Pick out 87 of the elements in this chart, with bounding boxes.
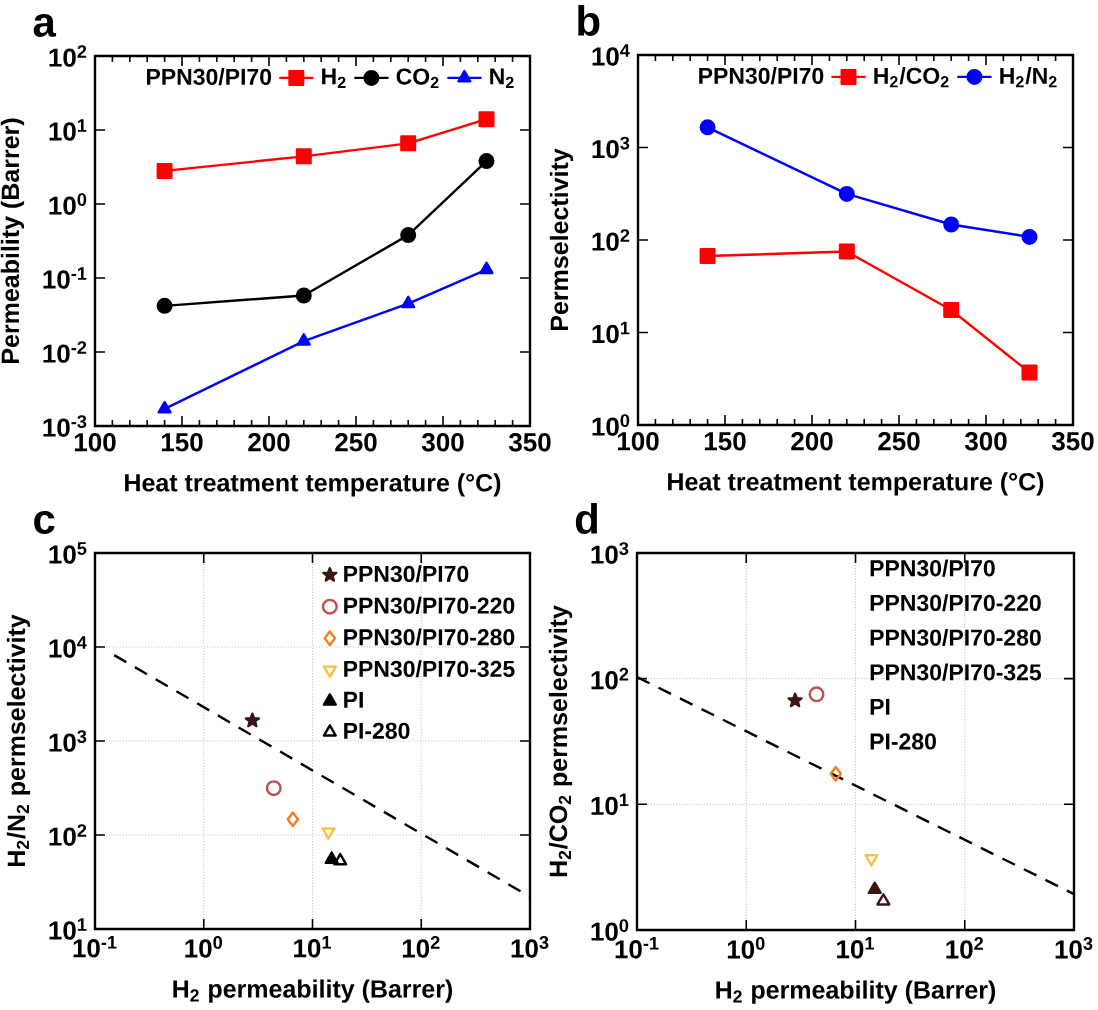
point: [479, 261, 494, 275]
point: [295, 287, 312, 304]
y-tick-label: 10$^{3}$: [592, 136, 630, 159]
y-tick-label: 10$^{2}$: [49, 45, 87, 67]
chart-title: a: [33, 13, 57, 37]
legend-label: PI-280: [344, 722, 410, 739]
y-tick-label: 10$^{3}$: [591, 542, 629, 564]
x-tick-label: 10$^{0}$: [185, 936, 223, 958]
legend-title: PPN30/PI70: [147, 68, 272, 86]
x-axis-title: Heat treatment temperature (°C): [668, 472, 1044, 496]
x-tick-label: 300: [964, 432, 1007, 451]
y-tick-label: 10$^{1}$: [49, 119, 87, 141]
legend-label: PPN30/PI70-220: [344, 596, 515, 614]
y-tick-label: 10$^{-1}$: [43, 267, 87, 289]
chart-title: c: [34, 510, 55, 534]
y-tick-label: 10$^{-2}$: [43, 341, 87, 363]
legend-label: PI: [344, 691, 363, 708]
x-tick-label: 10$^{2}$: [402, 936, 440, 958]
chart-title: b: [578, 5, 600, 36]
x-tick-label: 10$^{1}$: [837, 937, 874, 959]
legend-title: PPN30/PI70: [699, 67, 824, 85]
point: [838, 243, 855, 260]
annotation: PPN30/PI70-280: [870, 628, 1041, 647]
y-axis-title: H$_{2}$/CO$_{2}$ permselectivity: [548, 605, 573, 877]
annotation: PPN30/PI70-325: [870, 663, 1042, 681]
point: [156, 162, 173, 179]
legend-label: N$_{2}$: [490, 68, 514, 88]
point: [295, 148, 312, 165]
annotation: PI: [870, 698, 890, 715]
y-tick-label: 10$^{5}$: [49, 542, 87, 564]
x-tick-label: 200: [791, 432, 833, 451]
x-tick-label: 150: [704, 432, 746, 451]
y-tick-label: 10$^{1}$: [592, 321, 630, 344]
y-axis-title: Permeability (Barrer): [0, 118, 25, 363]
y-tick-label: 10$^{0}$: [591, 919, 629, 941]
chart-title: d: [575, 503, 598, 534]
point: [400, 227, 417, 244]
x-axis-title: Heat treatment temperature (°C): [125, 473, 501, 497]
legend-label: H$_{2}$: [322, 68, 346, 88]
point: [1021, 364, 1038, 381]
x-tick-label: 150: [161, 433, 203, 452]
x-tick-label: 10$^{3}$: [511, 936, 549, 958]
x-tick-label: 200: [248, 433, 290, 452]
x-axis-title: H$_{2}$ permeability (Barrer): [173, 979, 453, 1003]
y-axis-title: Permselectivity: [549, 148, 574, 331]
x-tick-label: 10$^{1}$: [294, 936, 331, 958]
x-tick-label: 10$^{2}$: [946, 937, 984, 959]
legend-label: H$_{2}$/N$_{2}$: [1000, 67, 1057, 88]
point: [943, 302, 960, 319]
x-tick-label: 10$^{3}$: [1055, 937, 1093, 959]
point: [157, 400, 172, 414]
y-tick-label: 10$^{4}$: [49, 636, 87, 658]
y-tick-label: 10$^{1}$: [49, 918, 87, 940]
point: [296, 333, 311, 346]
point: [401, 295, 416, 309]
x-tick-label: 350: [508, 433, 551, 452]
x-axis-title: H$_{2}$ permeability (Barrer): [716, 980, 996, 1004]
x-tick-label: 300: [421, 433, 464, 452]
point: [838, 185, 855, 202]
y-tick-label: 10$^{2}$: [591, 667, 629, 690]
point: [1021, 228, 1038, 245]
annotation: PPN30/PI70-220: [870, 594, 1041, 612]
x-tick-label: 250: [335, 433, 377, 452]
y-tick-label: 10$^{2}$: [49, 824, 87, 846]
legend-label: PPN30/PI70: [344, 565, 469, 583]
point: [156, 297, 173, 314]
point: [699, 248, 716, 265]
y-axis-title: H$_{2}$/N$_{2}$ permselectivity: [6, 614, 31, 867]
x-tick-label: 350: [1051, 432, 1094, 451]
point: [699, 119, 716, 136]
point: [478, 111, 495, 128]
legend-label: PPN30/PI70-325: [344, 660, 515, 678]
point: [943, 216, 960, 233]
legend-label: H$_{2}$/CO$_{2}$: [874, 67, 949, 88]
point: [478, 153, 495, 170]
y-tick-label: 10$^{0}$: [49, 193, 87, 215]
y-tick-label: 10$^{4}$: [592, 44, 630, 66]
annotation: PI-280: [870, 733, 936, 750]
x-tick-label: 10$^{0}$: [727, 937, 765, 959]
annotation: PPN30/PI70: [870, 559, 995, 577]
x-tick-label: 250: [878, 432, 920, 451]
point: [400, 135, 417, 152]
legend-label: CO$_{2}$: [396, 68, 439, 89]
y-tick-label: 10$^{3}$: [49, 730, 87, 752]
y-tick-label: 10$^{1}$: [591, 793, 629, 816]
legend-label: PPN30/PI70-280: [344, 628, 515, 646]
y-tick-label: 10$^{2}$: [592, 229, 630, 251]
